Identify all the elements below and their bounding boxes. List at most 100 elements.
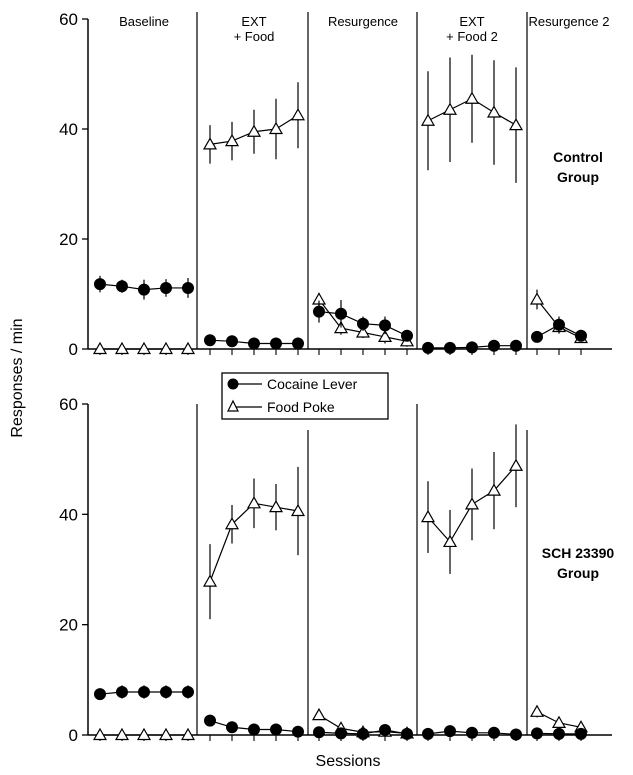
phase-label: Resurgence <box>328 14 398 29</box>
data-point-lever <box>182 281 194 294</box>
y-tick-label: 0 <box>69 340 78 359</box>
data-point-lever <box>270 723 282 736</box>
data-point-lever <box>116 685 128 698</box>
y-axis-label: Responses / min <box>9 318 26 437</box>
data-point-lever <box>488 726 500 739</box>
data-point-poke <box>464 91 480 104</box>
data-point-lever <box>292 337 304 350</box>
legend-box <box>221 372 389 420</box>
data-point-lever <box>422 727 434 740</box>
data-point-poke <box>290 108 306 121</box>
data-point-lever <box>379 724 391 737</box>
data-point-poke <box>246 496 262 509</box>
data-point-lever <box>248 337 260 350</box>
series-cocaine-lever <box>94 275 587 354</box>
data-point-poke <box>202 574 218 587</box>
data-point-lever <box>160 281 172 294</box>
data-point-poke <box>464 497 480 510</box>
data-point-poke <box>202 137 218 150</box>
data-point-poke <box>158 341 174 355</box>
data-point-lever <box>94 688 106 701</box>
data-point-lever <box>226 721 238 734</box>
group-label: SCH 23390 <box>542 545 615 561</box>
phase-label: Baseline <box>119 14 169 29</box>
data-point-poke <box>92 727 108 741</box>
data-point-poke <box>224 517 240 530</box>
data-point-poke <box>92 341 108 355</box>
data-point-poke <box>136 341 152 355</box>
y-tick-label: 40 <box>59 505 78 524</box>
data-point-poke <box>268 121 284 135</box>
y-tick-label: 0 <box>69 726 78 745</box>
group-label: Group <box>557 565 599 581</box>
legend-poke-label: Food Poke <box>267 399 335 415</box>
data-point-lever <box>531 727 543 740</box>
data-point-poke <box>420 509 436 523</box>
y-tick-label: 60 <box>59 10 78 29</box>
data-point-lever <box>138 685 150 698</box>
data-point-lever <box>531 330 543 343</box>
data-point-lever <box>422 341 434 354</box>
data-point-poke <box>114 727 130 741</box>
phase-label: + Food <box>234 29 275 44</box>
data-point-lever <box>116 280 128 293</box>
phase-label: Resurgence 2 <box>529 14 610 29</box>
data-point-lever <box>204 714 216 727</box>
series-cocaine-lever <box>94 685 587 741</box>
y-tick-label: 20 <box>59 616 78 635</box>
data-point-lever <box>226 335 238 348</box>
data-point-lever <box>444 341 456 354</box>
legend-poke-marker <box>227 399 239 412</box>
data-point-poke <box>311 707 327 721</box>
data-point-poke <box>114 341 130 355</box>
data-point-lever <box>335 307 347 320</box>
legend-lever-label: Cocaine Lever <box>267 376 358 392</box>
data-point-poke <box>420 113 436 126</box>
group-label: Group <box>557 169 599 185</box>
data-point-lever <box>357 727 369 740</box>
panel-sch23390-group: 0 20 40 60 SCH 23390 Group <box>59 395 614 745</box>
data-point-lever <box>270 337 282 350</box>
data-point-lever <box>575 329 587 342</box>
data-point-poke <box>180 727 196 741</box>
data-point-lever <box>313 726 325 739</box>
y-tick-label: 60 <box>59 395 78 414</box>
phase-label: EXT <box>459 14 484 29</box>
x-axis-label: Sessions <box>316 753 381 770</box>
data-point-poke <box>180 341 196 355</box>
data-point-poke <box>508 117 524 131</box>
data-point-poke <box>246 124 262 137</box>
group-label: Control <box>553 149 603 165</box>
phase-label: EXT <box>241 14 266 29</box>
data-point-lever <box>379 319 391 332</box>
data-point-lever <box>488 339 500 352</box>
data-point-lever <box>160 685 172 698</box>
legend: Cocaine Lever Food Poke <box>221 372 389 420</box>
data-point-poke <box>377 329 393 342</box>
data-point-poke <box>529 292 545 305</box>
data-point-lever <box>401 329 413 342</box>
data-point-poke <box>551 715 567 728</box>
data-point-lever <box>575 727 587 740</box>
series-food-poke <box>92 54 589 355</box>
data-point-lever <box>292 725 304 738</box>
data-point-lever <box>335 727 347 740</box>
data-point-poke <box>508 458 524 471</box>
data-point-lever <box>138 283 150 296</box>
legend-lever-marker <box>227 378 239 390</box>
data-point-lever <box>466 341 478 354</box>
data-point-lever <box>553 727 565 740</box>
data-point-lever <box>182 685 194 698</box>
data-point-lever <box>248 723 260 736</box>
data-point-lever <box>510 728 522 741</box>
data-point-poke <box>224 133 240 147</box>
data-point-poke <box>442 534 458 548</box>
data-point-poke <box>355 325 371 338</box>
data-point-lever <box>466 726 478 739</box>
data-point-lever <box>94 278 106 291</box>
data-point-lever <box>313 305 325 318</box>
phase-label: + Food 2 <box>446 29 498 44</box>
y-tick-label: 20 <box>59 230 78 249</box>
data-point-poke <box>136 727 152 741</box>
